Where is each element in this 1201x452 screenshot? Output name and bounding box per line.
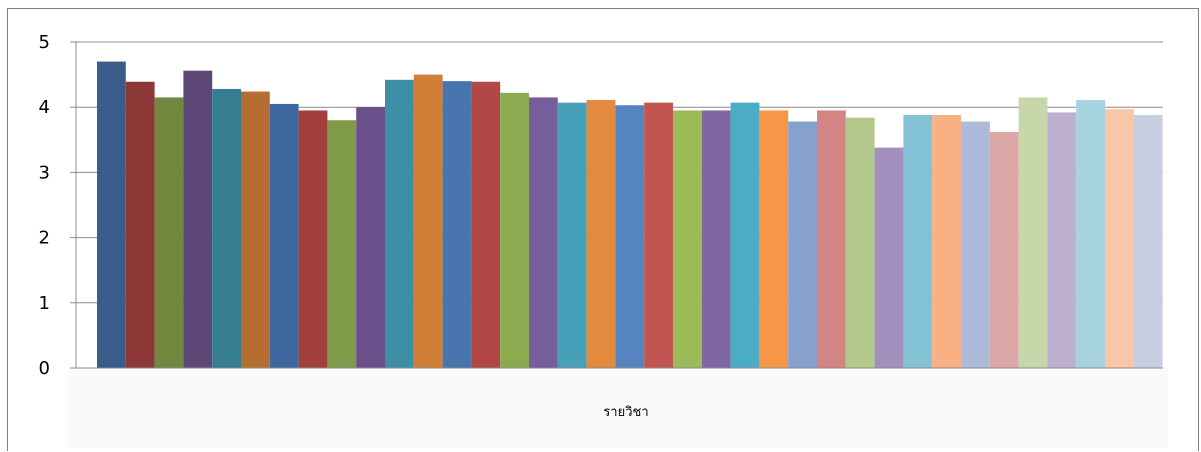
bar <box>442 81 472 369</box>
bar <box>932 115 961 369</box>
bar <box>615 105 645 369</box>
bar <box>500 92 529 369</box>
bar <box>298 110 328 369</box>
bar <box>1133 115 1163 369</box>
bar <box>97 61 126 369</box>
bar <box>385 79 414 368</box>
bar <box>1105 109 1134 368</box>
bar <box>673 110 702 369</box>
bar <box>557 102 587 368</box>
bar <box>356 107 385 368</box>
y-tick-label: 2 <box>39 228 50 249</box>
bar-chart: 0 1 2 3 4 5 รายวิชา <box>39 32 1168 448</box>
chart-frame: 0 1 2 3 4 5 รายวิชา <box>7 8 1199 451</box>
bar <box>154 97 184 369</box>
bar <box>471 81 501 369</box>
bar <box>989 131 1019 368</box>
bar <box>413 74 443 368</box>
y-tick-label: 5 <box>39 32 50 53</box>
x-axis-title: รายวิชา <box>603 405 648 420</box>
bar <box>644 102 673 368</box>
bar <box>212 88 241 368</box>
bar <box>788 121 817 368</box>
bar <box>817 110 846 369</box>
bar <box>241 91 270 369</box>
bar <box>327 120 357 369</box>
y-tick-label: 1 <box>39 293 50 314</box>
bar <box>874 147 904 368</box>
bar <box>529 97 558 369</box>
bar <box>1076 100 1105 368</box>
bar <box>845 117 875 368</box>
y-tick-label: 3 <box>39 162 50 183</box>
bar <box>1047 112 1077 368</box>
bar <box>586 100 616 368</box>
bar <box>701 110 731 369</box>
bar <box>125 81 155 369</box>
bar <box>1018 97 1048 369</box>
bar <box>269 103 299 368</box>
bar <box>759 110 789 369</box>
bar <box>183 70 213 368</box>
bar <box>961 121 990 368</box>
bar <box>730 102 760 368</box>
y-tick-label: 4 <box>39 97 50 118</box>
x-axis-title-band <box>68 368 1168 448</box>
y-tick-label: 0 <box>39 358 50 379</box>
bar <box>903 115 933 369</box>
